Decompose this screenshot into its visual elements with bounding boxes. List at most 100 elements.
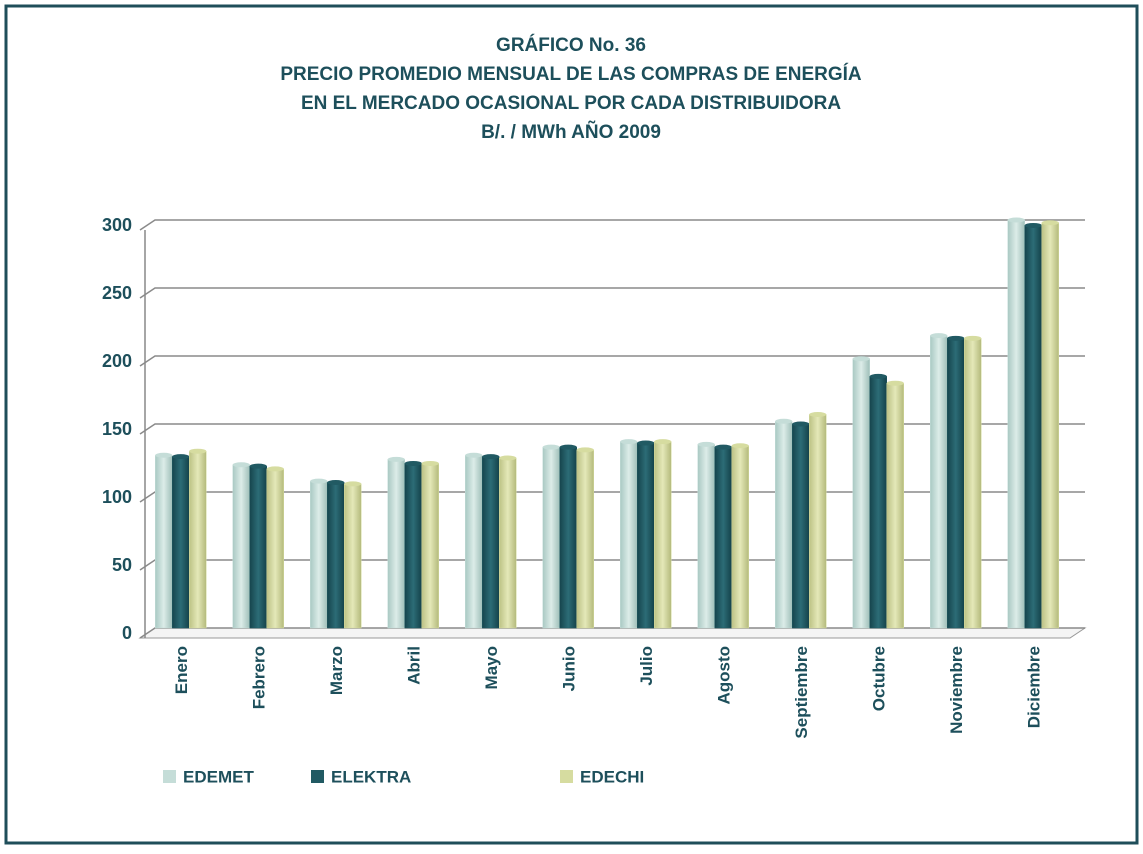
bar-top	[155, 452, 173, 458]
bar	[637, 442, 655, 629]
bar	[852, 358, 870, 629]
chart-title: GRÁFICO No. 36	[496, 34, 646, 56]
x-tick-label: Abril	[405, 646, 424, 685]
bar	[1041, 222, 1059, 629]
grid-line	[139, 355, 1085, 367]
bar-top	[947, 335, 965, 341]
x-tick-label: Noviembre	[947, 646, 966, 734]
bar	[775, 421, 793, 629]
bar	[499, 457, 517, 629]
bar-top	[266, 466, 284, 472]
bar	[947, 338, 965, 629]
bar-top	[542, 444, 560, 450]
bar-top	[637, 440, 655, 446]
bar-top	[421, 460, 439, 466]
x-tick-label: Marzo	[327, 646, 346, 695]
bar	[1007, 219, 1025, 629]
legend-swatch	[560, 770, 573, 783]
plot: 0 50 100 150 200 250 300 Enero Febrero Marzo Abril…	[102, 215, 1087, 786]
bar-top	[559, 444, 577, 450]
bar	[232, 464, 250, 629]
bar-top	[327, 479, 345, 485]
x-tick-label: Diciembre	[1025, 646, 1044, 728]
chart-title: EN EL MERCADO OCASIONAL POR CADA DISTRIB…	[301, 93, 841, 114]
bar-top	[1007, 217, 1025, 223]
bar-top	[232, 462, 250, 468]
bar	[559, 446, 577, 629]
bar-top	[1024, 222, 1042, 228]
bar	[310, 480, 328, 629]
bar	[964, 338, 982, 629]
legend-label: ELEKTRA	[331, 767, 411, 786]
bar	[1024, 225, 1042, 629]
y-tick-label: 0	[122, 623, 132, 643]
bar	[327, 482, 345, 629]
bar-top	[576, 447, 594, 453]
x-tick-label: Junio	[560, 646, 579, 691]
y-tick-label: 150	[102, 419, 132, 439]
bar-top	[465, 452, 483, 458]
bar-top	[404, 460, 422, 466]
grid-line	[139, 219, 1085, 231]
bar-top	[869, 373, 887, 379]
bar-top	[310, 478, 328, 484]
bar	[465, 455, 483, 629]
floor	[138, 627, 1087, 639]
chart-title: PRECIO PROMEDIO MENSUAL DE LAS COMPRAS D…	[280, 63, 862, 85]
x-tick-label: Octubre	[870, 646, 889, 711]
bar	[482, 456, 500, 629]
bar-top	[886, 380, 904, 386]
bar	[421, 463, 439, 629]
bar	[792, 423, 810, 629]
bar	[404, 463, 422, 629]
bar	[189, 450, 207, 629]
bar-top	[620, 439, 638, 445]
bar	[266, 468, 284, 629]
chart-title: B/. / MWh AÑO 2009	[481, 121, 661, 143]
bar	[809, 414, 827, 629]
bar	[886, 382, 904, 629]
bar-top	[189, 448, 207, 454]
bar	[344, 483, 362, 629]
bar-top	[731, 443, 749, 449]
bar	[172, 456, 190, 629]
bar-top	[344, 481, 362, 487]
bar-top	[792, 421, 810, 427]
x-tick-label: Febrero	[250, 646, 269, 709]
bar-top	[654, 439, 672, 445]
x-tick-label: Enero	[172, 646, 191, 694]
legend-label: EDECHI	[580, 767, 644, 786]
bar-top	[964, 335, 982, 341]
bar-top	[852, 356, 870, 362]
bar	[697, 444, 715, 629]
bar-top	[775, 418, 793, 424]
bar-top	[482, 454, 500, 460]
bar	[869, 376, 887, 629]
bar	[654, 441, 672, 629]
legend-swatch	[163, 770, 176, 783]
x-tick-label: Mayo	[482, 646, 501, 689]
legend-swatch	[311, 770, 324, 783]
bar	[155, 455, 173, 629]
bar	[542, 446, 560, 629]
bar	[576, 449, 594, 629]
bar	[387, 459, 405, 629]
bar-top	[697, 441, 715, 447]
bar	[714, 446, 732, 629]
bar	[731, 445, 749, 629]
x-tick-label: Agosto	[715, 646, 734, 705]
bar-top	[499, 455, 517, 461]
y-tick-label: 100	[102, 487, 132, 507]
bar-top	[1041, 220, 1059, 226]
x-tick-label: Julio	[637, 646, 656, 686]
bar-top	[249, 463, 267, 469]
x-tick-label: Septiembre	[792, 646, 811, 739]
bar-top	[930, 333, 948, 339]
bar	[249, 465, 267, 629]
y-tick-label: 200	[102, 351, 132, 371]
y-tick-label: 50	[112, 555, 132, 575]
bar	[930, 335, 948, 629]
legend-label: EDEMET	[183, 767, 254, 786]
bar	[620, 441, 638, 629]
